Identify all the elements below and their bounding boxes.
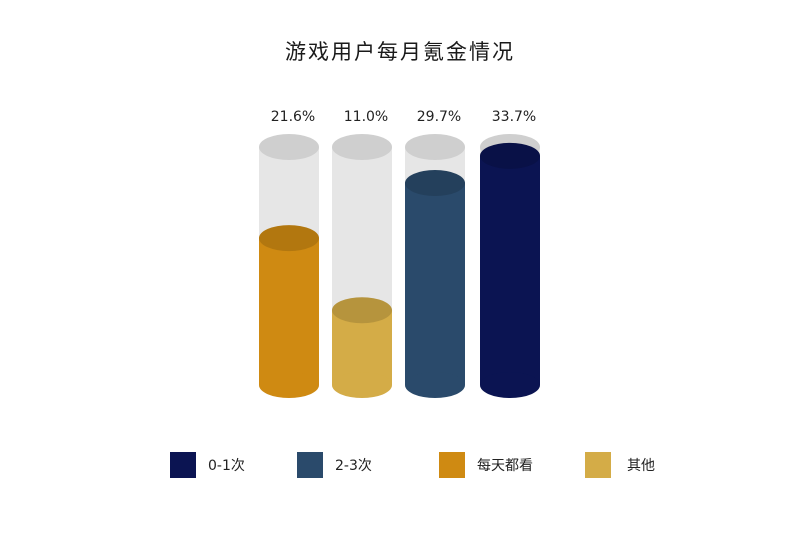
legend-swatch-0-1 bbox=[170, 452, 196, 478]
legend-item-0-1[interactable]: 0-1次 bbox=[170, 450, 245, 480]
legend-swatch-daily bbox=[439, 452, 465, 478]
bar-2-value-label: 29.7% bbox=[417, 109, 461, 125]
legend-label-daily: 每天都看 bbox=[477, 458, 533, 474]
bar-2-fill-top bbox=[405, 170, 465, 197]
bar-0-fill-bottom bbox=[259, 372, 319, 398]
bar-3-fill-bottom bbox=[480, 372, 540, 398]
bar-1-value-label: 11.0% bbox=[344, 109, 388, 125]
bar-3-fill-top bbox=[480, 142, 540, 169]
cylinder-bars: 21.6% 11.0% 29.7% 33.7% bbox=[259, 109, 540, 398]
legend-item-other[interactable]: 其他 bbox=[585, 450, 655, 480]
legend-item-daily[interactable]: 每天都看 bbox=[439, 450, 533, 480]
legend-swatch-2-3 bbox=[297, 452, 323, 478]
legend-label-2-3: 2-3次 bbox=[335, 458, 372, 474]
legend-item-2-3[interactable]: 2-3次 bbox=[297, 450, 372, 480]
legend-label-other: 其他 bbox=[627, 458, 655, 474]
bar-3-value-label: 33.7% bbox=[492, 109, 536, 125]
legend-swatch-other bbox=[585, 452, 611, 478]
chart-title: 游戏用户每月氪金情况 bbox=[285, 40, 515, 64]
bar-0-fill-top bbox=[259, 225, 319, 252]
bar-2-fill-body bbox=[405, 183, 465, 385]
bar-0-fill-body bbox=[259, 238, 319, 385]
bar-1-track-top bbox=[332, 134, 392, 160]
bar-0-track-top bbox=[259, 134, 319, 160]
bar-1-fill-top bbox=[332, 297, 392, 324]
legend-label-0-1: 0-1次 bbox=[208, 458, 245, 474]
bar-1: 11.0% bbox=[332, 109, 392, 398]
bar-3-fill-body bbox=[480, 155, 540, 385]
bar-2: 29.7% bbox=[405, 109, 465, 398]
bar-3: 33.7% bbox=[480, 109, 540, 398]
bar-0: 21.6% bbox=[259, 109, 319, 398]
bar-2-fill-bottom bbox=[405, 372, 465, 398]
bar-1-fill-bottom bbox=[332, 372, 392, 398]
bar-0-value-label: 21.6% bbox=[271, 109, 315, 125]
bar-2-track-top bbox=[405, 134, 465, 160]
legend: 0-1次 2-3次 每天都看 其他 bbox=[0, 450, 800, 482]
